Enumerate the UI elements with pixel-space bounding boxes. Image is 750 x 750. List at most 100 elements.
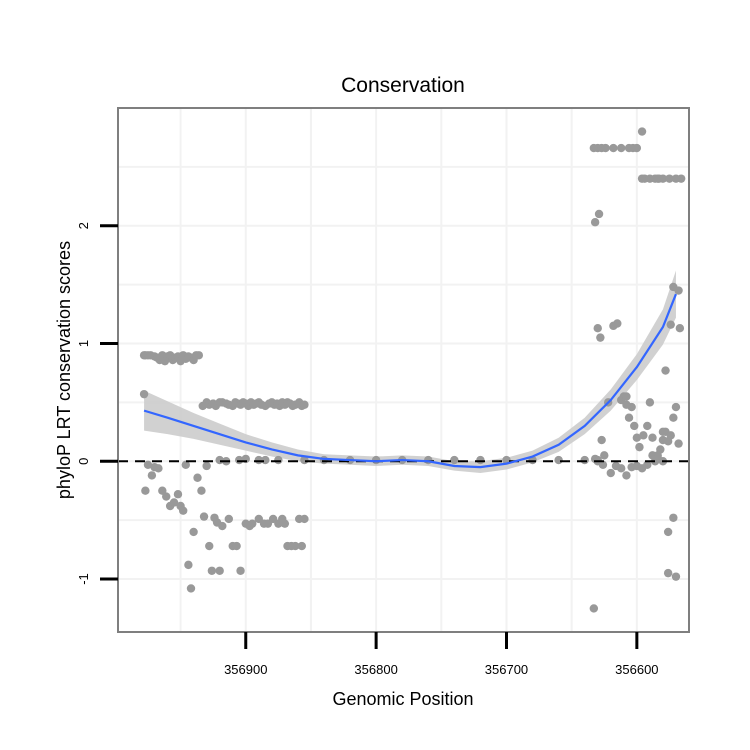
data-point (218, 521, 227, 531)
data-point (224, 514, 234, 524)
data-point (215, 566, 224, 575)
data-point (653, 174, 662, 183)
data-point (297, 541, 307, 551)
y-tick-label: -1 (76, 573, 91, 585)
data-point (645, 398, 655, 407)
x-tick-label: 356900 (224, 662, 267, 677)
data-point (189, 527, 198, 537)
data-point (609, 143, 618, 153)
data-point (617, 143, 626, 153)
data-point (181, 460, 190, 469)
y-tick-label: 1 (76, 340, 91, 347)
data-point (643, 421, 652, 431)
data-point (291, 541, 300, 551)
data-point (186, 584, 196, 593)
data-point (590, 218, 600, 227)
data-point (202, 461, 211, 471)
data-point (236, 566, 245, 575)
plot-panel (117, 107, 690, 633)
y-axis: -1 0 1 2 (76, 222, 118, 585)
data-point (280, 519, 290, 528)
data-point (594, 209, 604, 219)
data-point (300, 514, 309, 524)
x-tick-label: 356800 (354, 662, 397, 677)
data-point (597, 435, 606, 445)
data-point (589, 143, 599, 153)
data-point (665, 174, 674, 183)
data-point (671, 402, 681, 412)
data-point (624, 413, 634, 422)
x-axis-label: Genomic Position (332, 689, 473, 709)
data-point (666, 320, 675, 329)
data-point (666, 431, 675, 440)
data-point (184, 560, 193, 570)
data-point (669, 413, 678, 422)
data-points (139, 127, 686, 613)
y-tick-label: 0 (76, 458, 91, 465)
data-point (632, 433, 642, 442)
data-point (199, 512, 209, 521)
data-point (635, 442, 644, 452)
data-point (613, 319, 622, 328)
smooth-line-layer (143, 293, 677, 469)
data-point (600, 451, 609, 460)
data-point (193, 473, 202, 482)
data-point (663, 568, 673, 578)
data-point (197, 486, 206, 495)
grid-lines (118, 108, 689, 632)
data-point (661, 366, 670, 375)
data-point (656, 445, 665, 454)
data-point (154, 464, 163, 473)
data-point (622, 471, 631, 480)
data-point (215, 455, 224, 465)
data-point (274, 455, 283, 465)
data-point (598, 460, 608, 469)
data-point (207, 566, 217, 575)
x-axis: 356900 356800 356700 356600 (224, 632, 659, 677)
data-point (554, 455, 563, 465)
data-point (601, 143, 610, 153)
data-point (476, 455, 485, 465)
x-tick-label: 356700 (485, 662, 528, 677)
data-point (205, 541, 214, 551)
data-point (300, 400, 309, 409)
data-point (141, 486, 150, 495)
y-axis-label: phyloP LRT conservation scores (54, 241, 74, 499)
data-point (622, 400, 631, 409)
y-tick-label: 2 (76, 222, 91, 229)
data-point (139, 389, 149, 399)
data-point (643, 460, 652, 469)
data-point (178, 506, 188, 515)
data-point (674, 286, 683, 295)
data-point (248, 519, 257, 528)
smooth-line (143, 293, 677, 469)
data-point (648, 433, 657, 442)
data-point (617, 464, 626, 473)
x-tick-label: 356600 (615, 662, 658, 677)
data-point (261, 455, 270, 465)
data-point (143, 460, 153, 469)
data-point (162, 492, 171, 501)
data-point (580, 455, 589, 465)
data-point (622, 392, 631, 401)
data-point (589, 604, 599, 613)
data-point (593, 323, 602, 333)
data-point (173, 490, 183, 499)
data-point (596, 333, 605, 342)
data-point (676, 174, 686, 183)
data-point (637, 127, 647, 136)
data-point (632, 143, 642, 153)
data-point (232, 541, 241, 551)
data-point (169, 498, 179, 507)
data-point (630, 421, 639, 431)
data-point (674, 439, 683, 448)
data-point (675, 323, 685, 333)
panel-background (118, 108, 689, 632)
data-point (639, 431, 648, 440)
chart-title: Conservation (341, 74, 465, 97)
data-point (658, 427, 668, 437)
data-point (671, 572, 681, 581)
data-point (194, 351, 204, 360)
data-point (147, 471, 157, 480)
